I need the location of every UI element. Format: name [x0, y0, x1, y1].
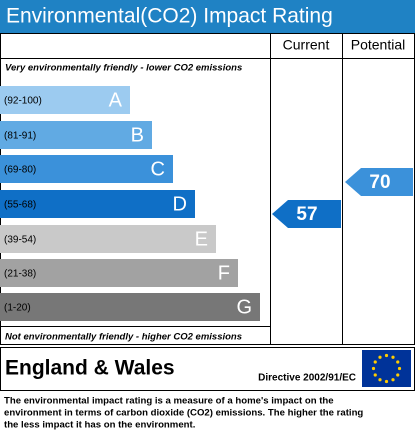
band-range: (39-54): [4, 235, 36, 246]
band-bar: [0, 155, 173, 183]
top-note: Very environmentally friendly - lower CO…: [5, 63, 242, 74]
potential-rating: 70: [369, 172, 390, 193]
current-rating-arrow: [272, 200, 341, 228]
band-bar: [0, 190, 195, 218]
band-bar: [0, 259, 238, 287]
title: Environmental(CO2) Impact Rating: [6, 5, 333, 28]
eu-star: [397, 366, 402, 371]
eu-star: [378, 355, 382, 359]
region: England & Wales: [5, 357, 175, 380]
description-line: The environmental impact rating is a mea…: [4, 396, 334, 407]
current-rating: 57: [296, 204, 317, 225]
description-line: environment in terms of carbon dioxide (…: [4, 408, 363, 419]
band-letter: F: [218, 262, 230, 284]
band-letter: D: [173, 193, 187, 215]
potential-rating-arrow: [345, 168, 413, 196]
band-range: (81-91): [4, 131, 36, 142]
band-letter: C: [151, 158, 165, 180]
eu-star: [373, 373, 377, 377]
band-letter: A: [109, 89, 123, 111]
eu-star: [384, 379, 389, 384]
eu-star: [384, 353, 389, 358]
eu-stars: [371, 353, 402, 384]
eu-star: [396, 360, 400, 364]
band-range: (55-68): [4, 200, 36, 211]
band-letter: B: [131, 124, 144, 146]
band-range: (69-80): [4, 165, 36, 176]
eu-star: [391, 355, 395, 359]
band-bar: [0, 293, 260, 321]
bottom-note: Not environmentally friendly - higher CO…: [5, 332, 242, 343]
description-line: the less impact it has on the environmen…: [4, 420, 195, 431]
eu-star: [378, 378, 382, 382]
eu-star: [391, 378, 395, 382]
column-header: Current: [283, 37, 330, 53]
eu-star: [373, 360, 377, 364]
eu-star: [371, 366, 376, 371]
band-bar: [0, 86, 130, 114]
directive: Directive 2002/91/EC: [258, 373, 356, 384]
title-bar: [0, 0, 415, 33]
band-range: (1-20): [4, 303, 31, 314]
band-range: (92-100): [4, 96, 42, 107]
band-letter: G: [236, 296, 252, 318]
eu-star: [396, 373, 400, 377]
band-bar: [0, 121, 152, 149]
band-letter: E: [195, 228, 208, 250]
band-range: (21-38): [4, 269, 36, 280]
band-bar: [0, 225, 216, 253]
column-header: Potential: [351, 37, 405, 53]
